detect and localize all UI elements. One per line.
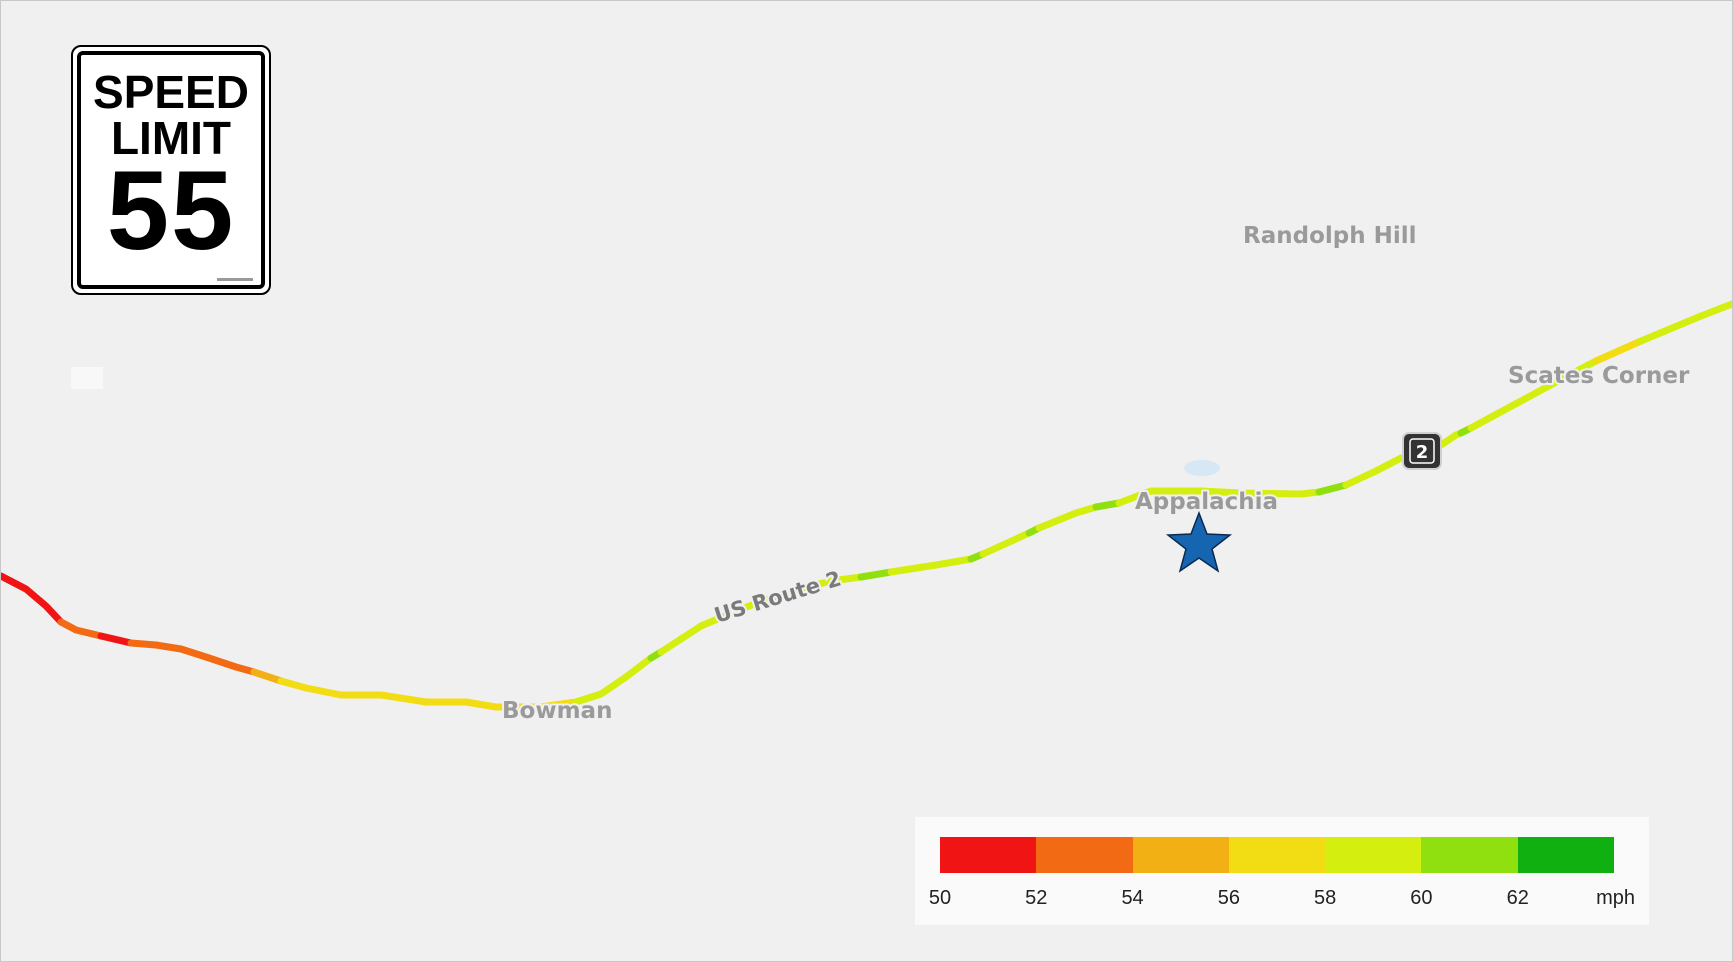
water-body <box>1184 460 1220 476</box>
svg-text:2: 2 <box>1416 442 1429 463</box>
route-segment <box>1467 357 1600 432</box>
route-segment <box>127 639 160 649</box>
route-segment <box>1092 499 1123 511</box>
legend-tick-label: 60 <box>1410 887 1433 909</box>
route-segment <box>277 677 310 692</box>
route-segment <box>302 684 500 711</box>
sign-speed-text: SPEED <box>93 66 249 118</box>
route-segment <box>857 568 895 581</box>
place-label-appalachia: Appalachia <box>1135 489 1278 515</box>
route-shield: 2 <box>1402 432 1442 470</box>
route-segment <box>250 668 285 685</box>
route-segment <box>572 673 630 706</box>
route-segment <box>887 555 975 576</box>
legend-swatch <box>940 837 1037 873</box>
legend-tick-label: 58 <box>1314 887 1337 909</box>
route-segment <box>1315 481 1350 496</box>
route-segment <box>622 654 655 681</box>
place-label-randolph-hill: Randolph Hill <box>1243 223 1417 249</box>
map-patch <box>71 367 103 389</box>
legend-tick-label: 50 <box>928 887 952 909</box>
place-label-scates-corner: Scates Corner <box>1508 363 1690 389</box>
legend-unit: mph <box>1596 887 1635 909</box>
legend-swatch <box>1036 837 1133 873</box>
legend-tick-label: 52 <box>1025 887 1048 909</box>
speed-limit-sign: SPEED LIMIT 55 <box>71 45 271 295</box>
star-icon[interactable] <box>1165 510 1233 573</box>
legend-swatch <box>1421 837 1518 873</box>
route-segment <box>1115 487 1323 507</box>
sign-limit-text: LIMIT <box>110 112 232 164</box>
route-segment <box>1637 300 1732 345</box>
route-segment <box>1 572 65 626</box>
sign-limit-value: 55 <box>106 148 236 273</box>
legend-swatch <box>1228 837 1326 873</box>
route-segment <box>1592 337 1645 365</box>
route-segment <box>979 529 1033 558</box>
speed-route[interactable] <box>1 300 1732 711</box>
route-segment <box>1342 454 1405 489</box>
route-segment <box>492 698 580 711</box>
legend-swatch <box>1132 837 1229 873</box>
place-label-bowman: Bowman <box>502 698 612 724</box>
legend-tick-label: 54 <box>1121 887 1144 909</box>
legend-swatch <box>1517 837 1614 873</box>
road-label: US Route 2 <box>711 566 844 627</box>
speed-legend: 50 52 54 56 58 60 62 mph <box>915 817 1649 925</box>
legend-color-bar <box>940 837 1614 873</box>
route-segment <box>1035 503 1100 532</box>
legend-tick-label: 62 <box>1506 887 1529 909</box>
route-segment <box>97 632 135 647</box>
route-segment <box>657 573 865 656</box>
route-segment <box>152 641 258 676</box>
sign-credit-mark <box>217 278 253 281</box>
legend-swatch <box>1325 837 1422 873</box>
legend-tick-label: 56 <box>1217 887 1240 909</box>
route-segment <box>57 618 105 640</box>
